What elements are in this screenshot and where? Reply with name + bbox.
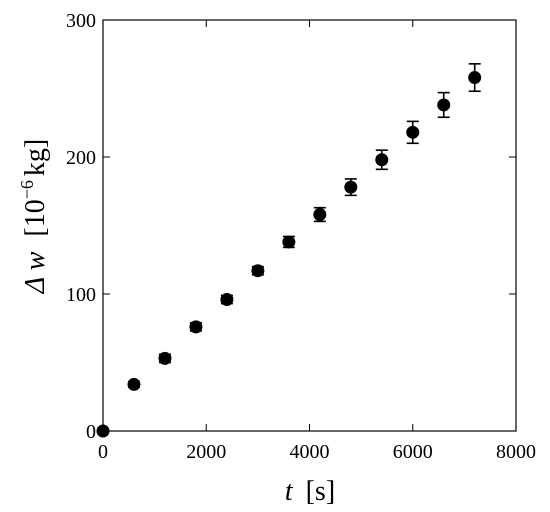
plot-frame [102, 19, 517, 432]
x-tick-label: 0 [98, 441, 108, 463]
plot-area [96, 19, 517, 438]
data-point [282, 235, 296, 249]
y-tick-label: 300 [66, 10, 96, 32]
data-point [468, 71, 482, 85]
data-point [189, 320, 203, 334]
y-tick-label: 100 [66, 284, 96, 306]
data-point [251, 264, 265, 278]
x-axis-label: t [s] [285, 476, 335, 507]
x-tick-label: 4000 [290, 441, 330, 463]
y-axis-label: Δ w [10−6kg] [17, 139, 51, 294]
data-point [406, 125, 420, 139]
data-point [313, 208, 327, 222]
ticks: 0 2000 4000 6000 8000 0 100 200 300 [66, 10, 536, 463]
x-tick-label: 2000 [186, 441, 226, 463]
data-point [158, 351, 172, 365]
y-tick-label: 0 [86, 421, 96, 443]
data-point [220, 292, 234, 306]
x-tick-label: 8000 [496, 441, 536, 463]
data-point [127, 377, 141, 391]
x-tick-label: 6000 [393, 441, 433, 463]
data-point [344, 180, 358, 194]
y-tick-label: 200 [66, 147, 96, 169]
data-point [375, 153, 389, 167]
data-point [437, 98, 451, 112]
